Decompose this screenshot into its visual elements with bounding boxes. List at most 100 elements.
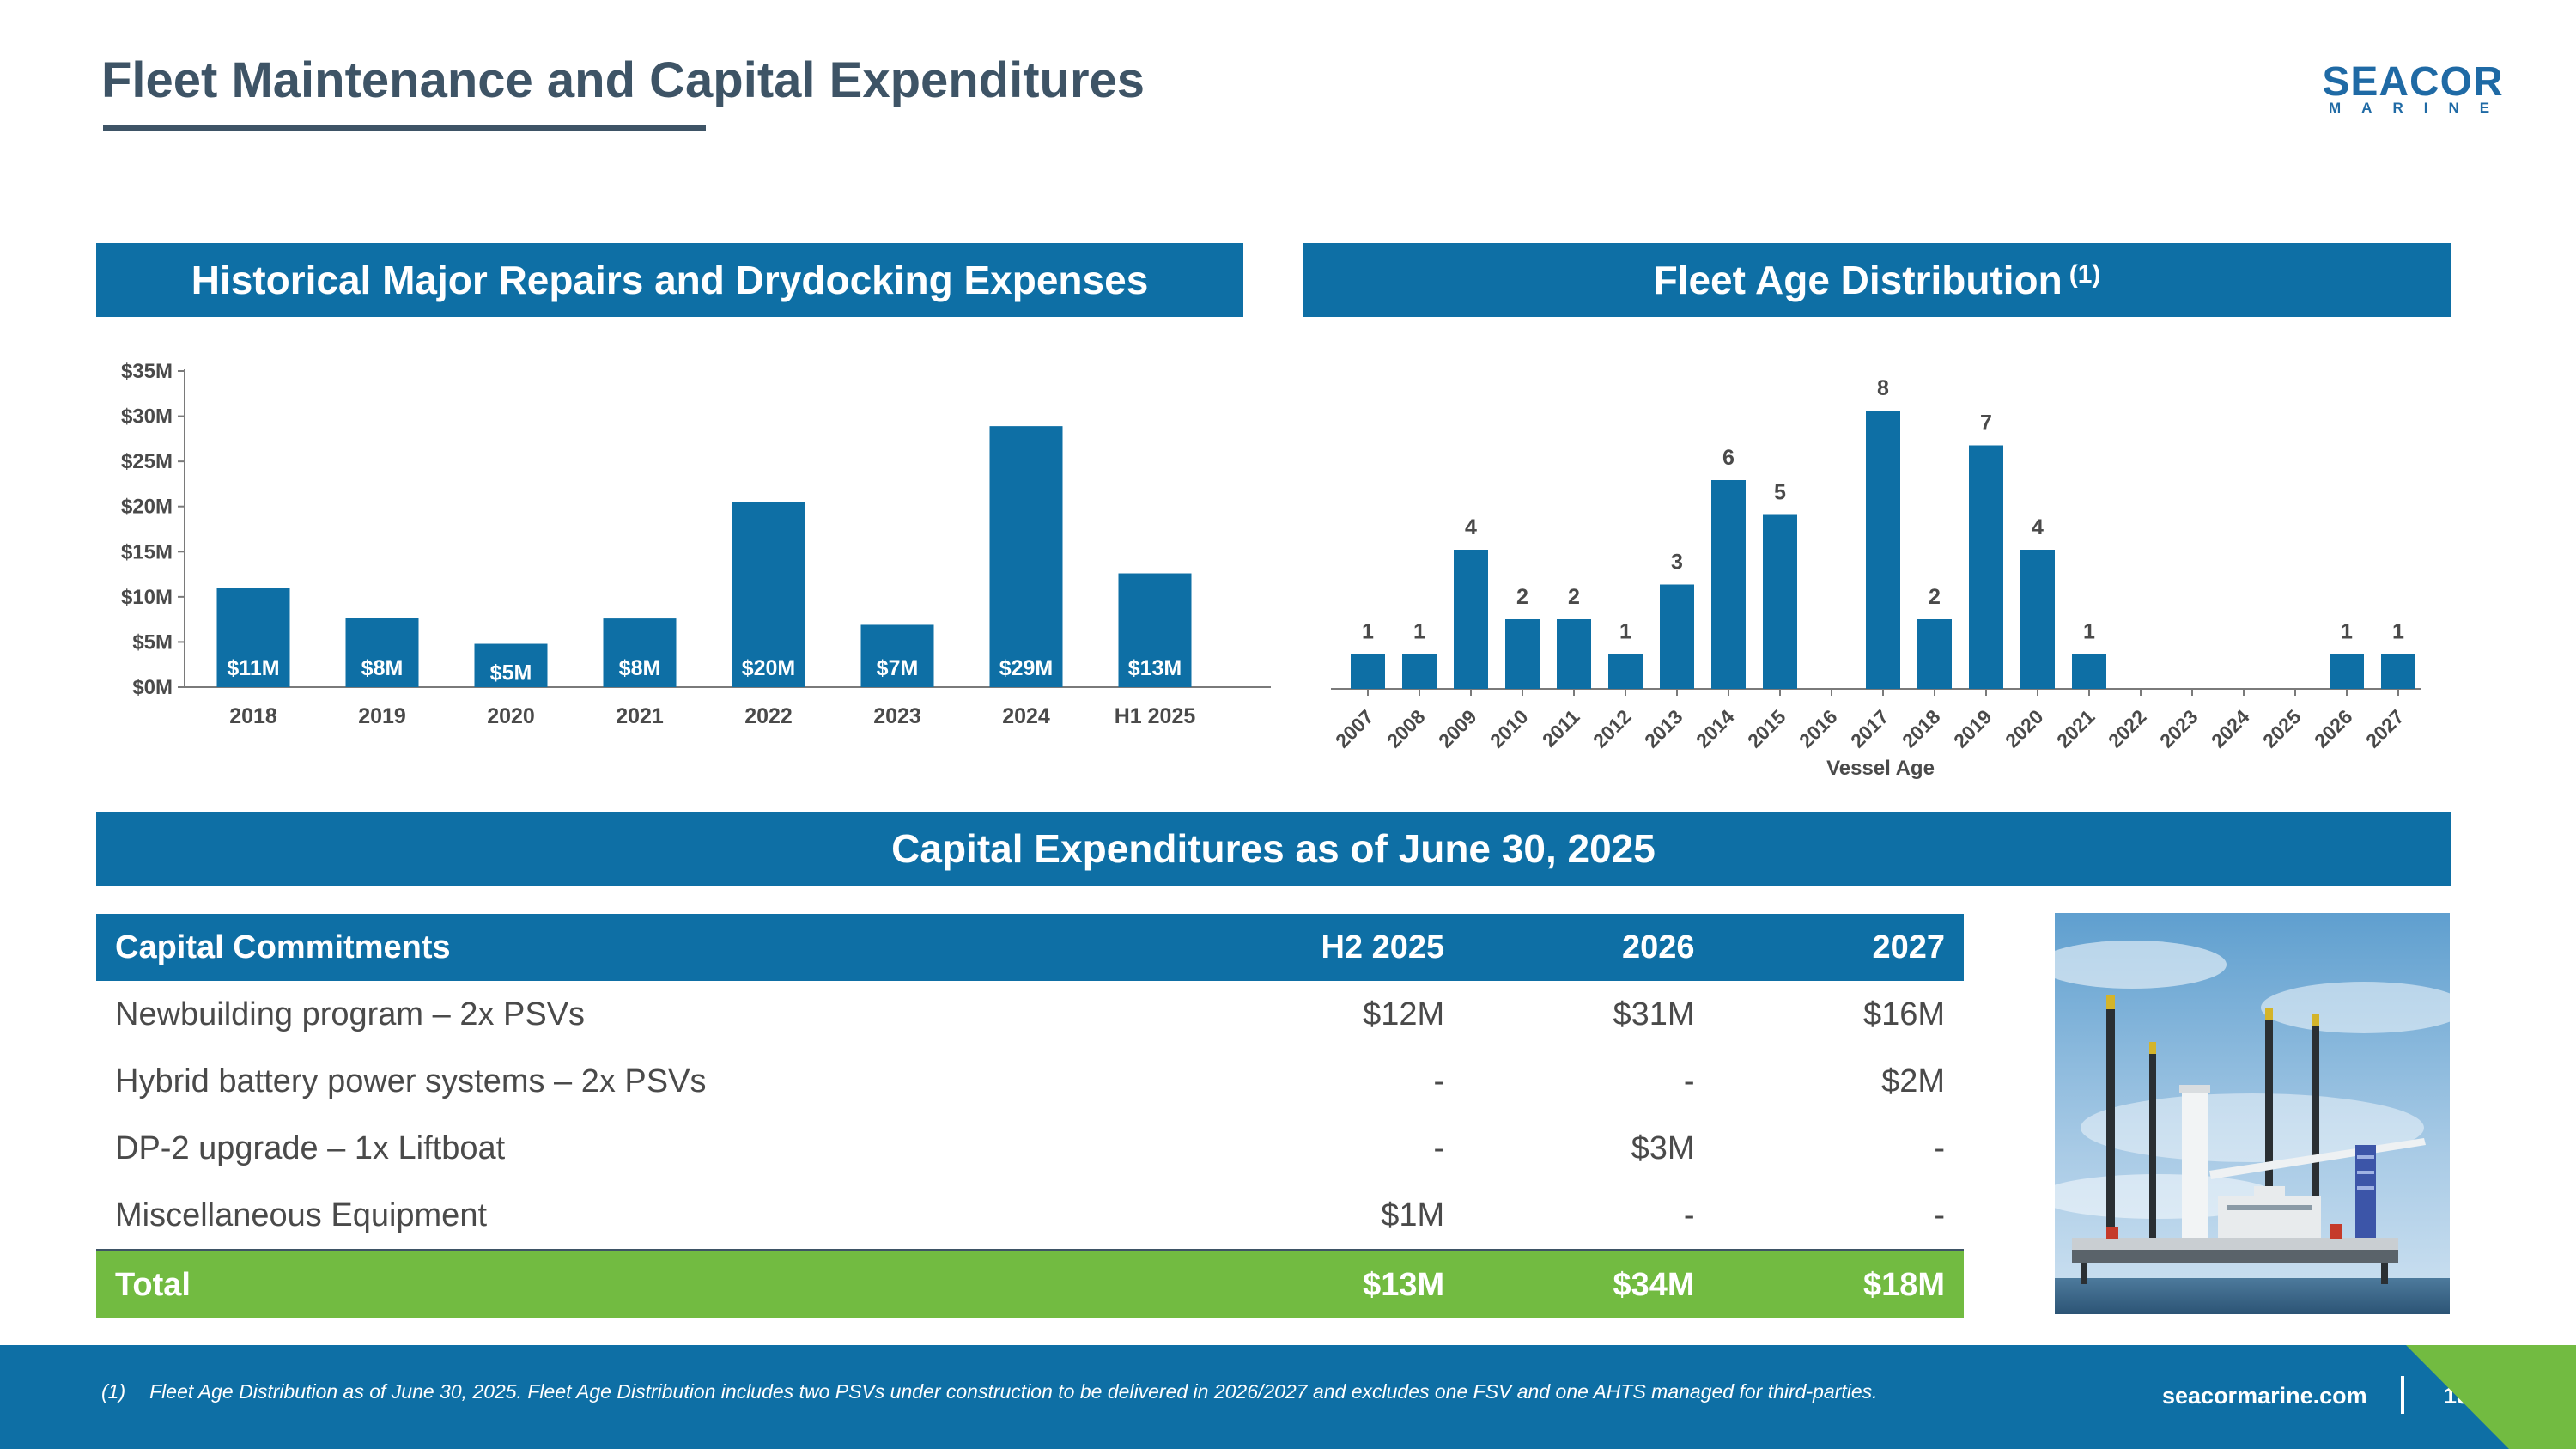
data-label: 8: [1877, 376, 1889, 400]
data-label: 1: [1619, 620, 1631, 644]
bar: [1763, 514, 1797, 689]
x-tick-label: 2019: [358, 704, 406, 728]
data-label: $7M: [877, 656, 919, 680]
capex-cell: $12M: [1363, 995, 1445, 1032]
data-label: 4: [2032, 515, 2044, 539]
x-tick-label: 2011: [1538, 705, 1584, 752]
data-label: 2: [1929, 585, 1941, 609]
x-tick-label: 2010: [1485, 705, 1533, 752]
capex-row-label: Hybrid battery power systems – 2x PSVs: [115, 1062, 707, 1099]
x-tick-label: 2016: [1795, 705, 1842, 752]
x-tick-label: 2013: [1640, 705, 1687, 752]
x-tick-label: 2024: [1002, 704, 1050, 728]
x-tick-label: 2018: [229, 704, 277, 728]
bar: [732, 502, 805, 687]
bar: [1969, 445, 2003, 689]
repairs-chart-banner: Historical Major Repairs and Drydocking …: [96, 243, 1243, 317]
fleet-age-footnote-ref: (1): [2069, 260, 2101, 289]
bar: [1866, 411, 1900, 689]
capex-row-label: Newbuilding program – 2x PSVs: [115, 995, 586, 1032]
x-tick-label: 2008: [1382, 705, 1430, 752]
capex-cell: -: [1934, 1196, 1945, 1233]
capex-cell: -: [1934, 1129, 1945, 1166]
y-tick-label: $25M: [121, 450, 173, 473]
capex-cell: $31M: [1613, 995, 1695, 1032]
capex-cell: -: [1433, 1062, 1445, 1099]
y-tick-label: $35M: [121, 360, 173, 383]
capex-row: Newbuilding program – 2x PSVs $12M $31M …: [96, 981, 1964, 1048]
capex-total-cell: $34M: [1463, 1249, 1714, 1318]
capex-row: Miscellaneous Equipment $1M - -: [96, 1182, 1964, 1251]
capex-header-2027: 2027: [1713, 914, 1964, 981]
x-axis-title: Vessel Age: [1826, 757, 1935, 780]
bar: [2020, 550, 2055, 689]
logo-subtitle: MARINE: [2329, 100, 2511, 116]
fleet-age-chart-title: Fleet Age Distribution: [1653, 258, 2063, 302]
y-tick-label: $10M: [121, 586, 173, 609]
capex-cell: $2M: [1881, 1062, 1945, 1099]
fleet-age-chart-banner: Fleet Age Distribution (1): [1303, 243, 2451, 317]
data-label: 1: [2083, 620, 2095, 644]
bar: [345, 618, 419, 687]
x-tick-label: 2023: [873, 704, 921, 728]
capex-cell: -: [1683, 1062, 1695, 1099]
bar: [216, 588, 290, 687]
y-tick-label: $5M: [132, 630, 173, 654]
bar: [860, 624, 934, 687]
y-tick-label: $30M: [121, 405, 173, 429]
capex-cell: $1M: [1381, 1196, 1445, 1233]
bar: [1505, 619, 1540, 689]
x-tick-label: 2020: [487, 704, 535, 728]
bar: [1711, 480, 1746, 689]
bar: [1608, 654, 1643, 689]
x-tick-label: 2022: [2104, 705, 2151, 752]
capex-title: Capital Expenditures as of June 30, 2025: [891, 826, 1656, 871]
data-label: $13M: [1128, 656, 1182, 680]
logo-wordmark: SEACOR: [2322, 59, 2504, 105]
seacor-marine-logo: SEACOR MARINE: [2318, 58, 2507, 119]
capex-header-h2-2025: H2 2025: [1211, 914, 1464, 981]
x-tick-label: 2020: [2001, 705, 2048, 752]
bar: [2381, 654, 2415, 689]
x-tick-label: 2017: [1846, 705, 1893, 752]
data-label: 1: [2392, 620, 2404, 644]
footnote-text: Fleet Age Distribution as of June 30, 20…: [149, 1380, 1878, 1403]
capex-table: Capital Commitments H2 2025 2026 2027 Ne…: [96, 914, 1964, 1318]
capex-cell: -: [1433, 1129, 1445, 1166]
x-tick-label: 2024: [2207, 705, 2254, 752]
fleet-age-bar-chart: 1 2007 1 2008 4 2009 2 2010 2 2011 1 2012 3 2013 6 2014…: [1331, 376, 2421, 780]
data-label: $29M: [999, 656, 1054, 680]
capex-banner: Capital Expenditures as of June 30, 2025: [96, 812, 2451, 886]
x-tick-label: H1 2025: [1115, 704, 1196, 728]
capex-cell: $3M: [1631, 1129, 1695, 1166]
capex-cell: $16M: [1862, 995, 1945, 1032]
capex-total-cell: $18M: [1713, 1249, 1964, 1318]
repairs-chart-title: Historical Major Repairs and Drydocking …: [191, 258, 1149, 302]
data-label: 3: [1671, 551, 1683, 575]
x-tick-label: 2021: [616, 704, 664, 728]
page-title: Fleet Maintenance and Capital Expenditur…: [101, 52, 1145, 108]
data-label: 4: [1465, 515, 1477, 539]
capex-header-label: Capital Commitments: [96, 914, 1212, 981]
data-label: 1: [1413, 620, 1425, 644]
website-link[interactable]: seacormarine.com: [2162, 1383, 2367, 1409]
bar: [1351, 654, 1385, 689]
data-label: $8M: [619, 656, 661, 680]
x-tick-label: 2022: [744, 704, 793, 728]
footer-divider: [2401, 1376, 2404, 1414]
x-tick-label: 2027: [2361, 705, 2409, 752]
data-label: 6: [1722, 446, 1735, 470]
footnote-number: (1): [101, 1380, 126, 1403]
capex-total-cell: $13M: [1211, 1249, 1464, 1318]
capex-total-label: Total: [96, 1249, 1212, 1318]
bar: [1402, 654, 1437, 689]
data-label: 7: [1980, 411, 1992, 435]
repairs-bar-chart: $0M $5M $10M $15M $20M $25M $30M $35M $11M 2018 $8…: [121, 360, 1271, 728]
x-tick-label: 2019: [1949, 705, 1996, 752]
footnote: (1) Fleet Age Distribution as of June 30,…: [101, 1380, 1878, 1403]
x-tick-label: 2012: [1589, 705, 1636, 752]
bar: [2072, 654, 2106, 689]
capex-row: Hybrid battery power systems – 2x PSVs -…: [96, 1048, 1964, 1115]
bar: [2330, 654, 2364, 689]
x-tick-label: 2018: [1898, 705, 1945, 752]
